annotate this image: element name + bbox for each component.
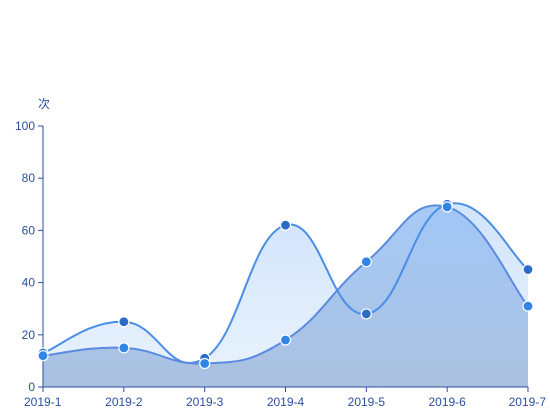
series-1-point-2019-2[interactable] (118, 316, 130, 328)
series-1-point-2019-5[interactable] (360, 308, 372, 320)
y-tick-label-40: 40 (22, 276, 36, 290)
series-1-point-2019-4[interactable] (279, 219, 292, 231)
series-2-point-2019-5[interactable] (360, 256, 372, 268)
y-tick-label-0: 0 (28, 380, 35, 394)
series-2-point-2019-4[interactable] (279, 334, 292, 346)
series-2-point-2019-3[interactable] (199, 357, 211, 370)
y-tick-label-80: 80 (22, 171, 36, 185)
x-tick-label-2019-1: 2019-1 (24, 395, 62, 409)
series-2-point-2019-7[interactable] (522, 300, 534, 312)
y-tick-label-100: 100 (15, 119, 35, 133)
y-tick-label-60: 60 (22, 223, 36, 237)
series-1-point-2019-7[interactable] (522, 263, 534, 276)
x-tick-label-2019-7: 2019-7 (509, 395, 547, 409)
series-2-point-2019-1[interactable] (37, 350, 49, 362)
axes-layer: 0 20 40 60 80 100 2019-1 2019-2 2019-3 2019-4 2019… (15, 119, 546, 409)
x-tick-label-2019-3: 2019-3 (186, 395, 224, 409)
series-2-area (43, 205, 528, 387)
series-2-point-2019-2[interactable] (118, 342, 130, 354)
x-tick-label-2019-5: 2019-5 (348, 395, 386, 409)
areas-layer (43, 203, 528, 387)
y-axis-unit-label: 次 (38, 97, 50, 111)
series-2-point-2019-6[interactable] (441, 201, 453, 213)
x-tick-label-2019-2: 2019-2 (105, 395, 143, 409)
points-layer (37, 198, 534, 370)
x-tick-label-2019-6: 2019-6 (428, 395, 466, 409)
y-tick-label-20: 20 (22, 328, 36, 342)
x-tick-label-2019-4: 2019-4 (267, 395, 305, 409)
